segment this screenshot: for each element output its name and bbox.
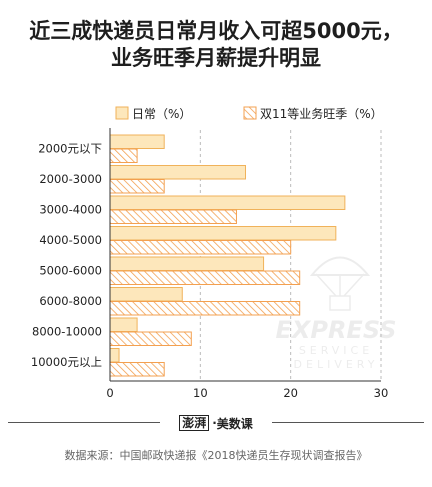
y-tick-label-6: 8000-10000 <box>32 325 102 339</box>
legend: 日常（%） 双11等业务旺季（%） <box>115 106 383 121</box>
y-axis-labels: 2000元以下 2000-3000 3000-4000 4000-5000 5000-6… <box>31 142 102 370</box>
express-delivery-watermark: EXPRESS SERVICE DELIVERY <box>275 256 397 371</box>
bar-peak-5 <box>109 301 301 316</box>
y-tick-label-0: 2000元以下 <box>38 142 102 156</box>
bar-daily-1 <box>109 165 246 180</box>
bar-peak-3 <box>109 240 292 255</box>
x-tick-label-30: 30 <box>374 386 389 400</box>
y-tick-label-2: 3000-4000 <box>39 203 102 217</box>
bar-peak-2 <box>109 209 237 224</box>
brand-name: 美数课 <box>216 416 253 431</box>
brand-mark: 澎湃 <box>179 415 210 431</box>
legend-label-daily: 日常（%） <box>132 107 191 121</box>
x-tick-label-0: 0 <box>106 386 113 400</box>
watermark-line-1: EXPRESS <box>275 316 396 344</box>
bar-daily-5 <box>109 287 183 302</box>
y-tick-label-5: 6000-8000 <box>39 294 102 308</box>
watermark-line-2: SERVICE <box>299 344 373 357</box>
brand-logo: 澎湃 · 美数课 <box>160 413 272 433</box>
x-axis: 0 10 20 30 <box>106 128 388 400</box>
bar-daily-3 <box>109 226 337 241</box>
y-tick-label-3: 4000-5000 <box>39 233 102 247</box>
data-source-note: 数据来源：中国邮政快递报《2018快递员生存现状调查报告》 <box>64 449 368 462</box>
bar-daily-4 <box>109 256 265 271</box>
bar-daily-7 <box>109 348 120 363</box>
bar-peak-6 <box>109 331 192 346</box>
bar-peak-0 <box>109 148 138 163</box>
y-tick-label-1: 2000-3000 <box>39 172 102 186</box>
parachute-icon <box>309 256 371 311</box>
chart-title-line-2: 业务旺季月薪提升明显 <box>111 46 321 70</box>
legend-label-peak: 双11等业务旺季（%） <box>260 106 383 121</box>
x-tick-label-10: 10 <box>193 386 208 400</box>
y-tick-label-4: 5000-6000 <box>39 264 102 278</box>
y-tick-label-7: 10000元以上 <box>31 355 102 369</box>
bar-daily-0 <box>109 134 165 149</box>
bar-daily-6 <box>109 317 138 332</box>
x-tick-label-20: 20 <box>283 386 298 400</box>
watermark-line-3: DELIVERY <box>294 358 379 371</box>
chart-title-line-1: 近三成快递员日常月收入可超5000元， <box>29 19 403 43</box>
legend-swatch-daily <box>115 106 129 120</box>
bar-peak-7 <box>109 362 165 377</box>
brand-separator: · <box>212 416 217 430</box>
bar-peak-1 <box>109 179 165 194</box>
bar-peak-4 <box>109 270 301 285</box>
legend-swatch-peak <box>243 106 257 120</box>
bar-daily-2 <box>109 195 346 210</box>
footer-divider-left <box>8 422 160 423</box>
footer-divider-right <box>272 422 424 423</box>
